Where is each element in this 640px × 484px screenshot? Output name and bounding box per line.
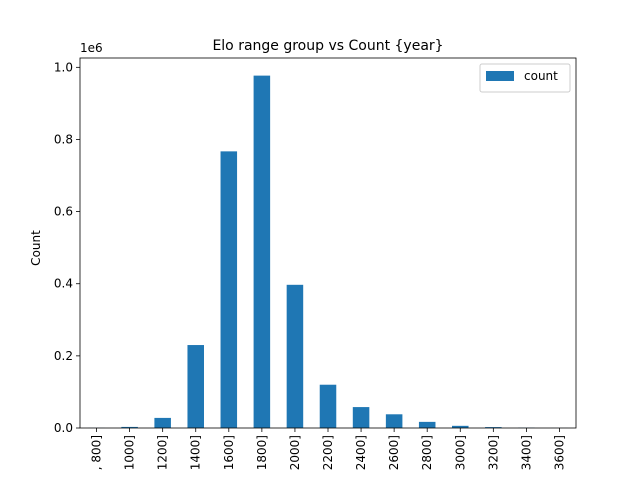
y-tick-label: 1.0 — [54, 60, 73, 74]
x-tick-label: 1400] — [189, 435, 203, 470]
bar — [187, 345, 204, 428]
chart-title: Elo range group vs Count {year} — [212, 38, 443, 54]
x-tick-label: 1000] — [123, 435, 137, 470]
x-tick-label: 1800] — [255, 435, 269, 470]
x-tick-label: 1600] — [222, 435, 236, 470]
x-tick-label: 2200] — [321, 435, 335, 470]
bar — [386, 414, 403, 428]
bar — [287, 285, 304, 428]
y-tick-label: 0.6 — [54, 205, 73, 219]
x-tick-label: 2800] — [420, 435, 434, 470]
y-tick-label: 0.4 — [54, 277, 73, 291]
y-axis-label: Count — [29, 230, 43, 266]
x-tick-label: 3200] — [486, 435, 500, 470]
x-tick-label: 3400] — [519, 435, 533, 470]
x-tick-label: 3000] — [453, 435, 467, 470]
x-tick-label: , 800] — [90, 435, 104, 470]
legend: count — [480, 64, 570, 92]
y-scale-label: 1e6 — [80, 41, 103, 55]
bar — [320, 385, 337, 428]
y-tick-label: 0.2 — [54, 349, 73, 363]
x-tick-label: 2600] — [387, 435, 401, 470]
bar — [254, 76, 271, 428]
y-tick-label: 0.8 — [54, 132, 73, 146]
x-tick-label: 2000] — [288, 435, 302, 470]
legend-swatch — [486, 71, 514, 81]
bar — [419, 422, 436, 428]
bar — [353, 407, 370, 428]
y-tick-label: 0.0 — [54, 421, 73, 435]
bar — [154, 418, 171, 428]
x-tick-label: 1200] — [156, 435, 170, 470]
x-tick-label: 3600] — [552, 435, 566, 470]
legend-label: count — [524, 69, 558, 83]
x-tick-label: 2400] — [354, 435, 368, 470]
bar — [221, 151, 238, 428]
